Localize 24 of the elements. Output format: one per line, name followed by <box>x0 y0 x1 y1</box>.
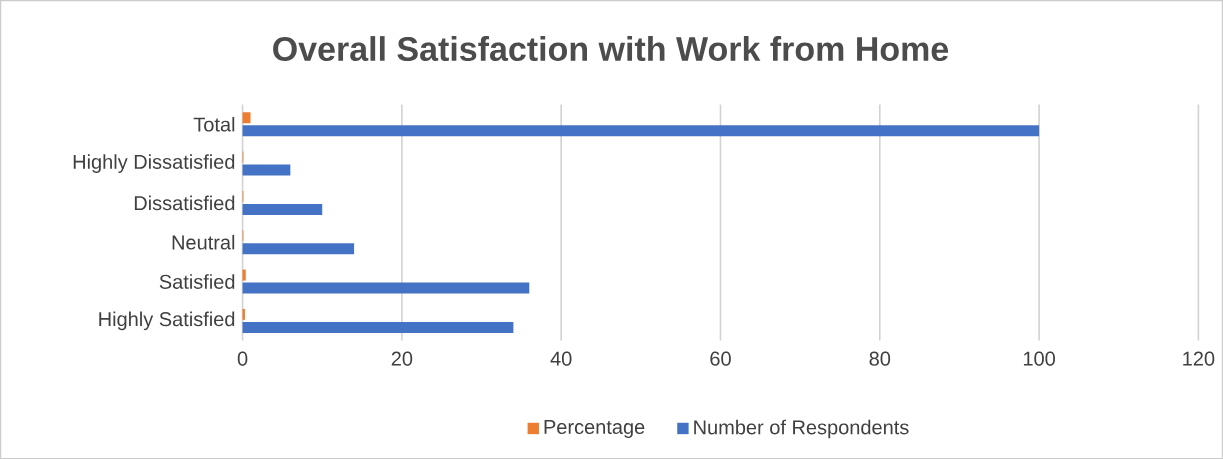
bar <box>242 321 514 333</box>
x-tick-label: 80 <box>869 351 891 366</box>
bar <box>242 164 291 176</box>
y-tick-label: Satisfied <box>159 274 235 289</box>
bar <box>242 112 251 124</box>
y-tick-label: Dissatisfied <box>134 195 235 211</box>
x-tick-label: 60 <box>710 351 731 366</box>
y-tick-label: Highly Dissatisfied <box>73 154 235 173</box>
bar <box>242 243 355 255</box>
y-tick-label: Highly Satisfied <box>99 311 235 331</box>
bar <box>242 269 246 281</box>
x-tick-label: 120 <box>1183 351 1215 366</box>
bar <box>242 282 530 294</box>
x-tick-label: 100 <box>1023 351 1055 366</box>
legend-label: Number of Respondents <box>694 419 909 439</box>
x-tick-label: 0 <box>237 351 248 366</box>
legend-label: Percentage <box>544 420 645 438</box>
bar <box>242 125 1040 137</box>
chart-title: Overall Satisfaction with Work from Home <box>273 36 949 62</box>
y-tick-label: Neutral <box>172 234 235 250</box>
y-tick-label: Total <box>193 116 235 132</box>
x-tick-label: 20 <box>391 351 413 366</box>
bar <box>242 203 323 215</box>
x-tick-label: 40 <box>550 351 572 366</box>
